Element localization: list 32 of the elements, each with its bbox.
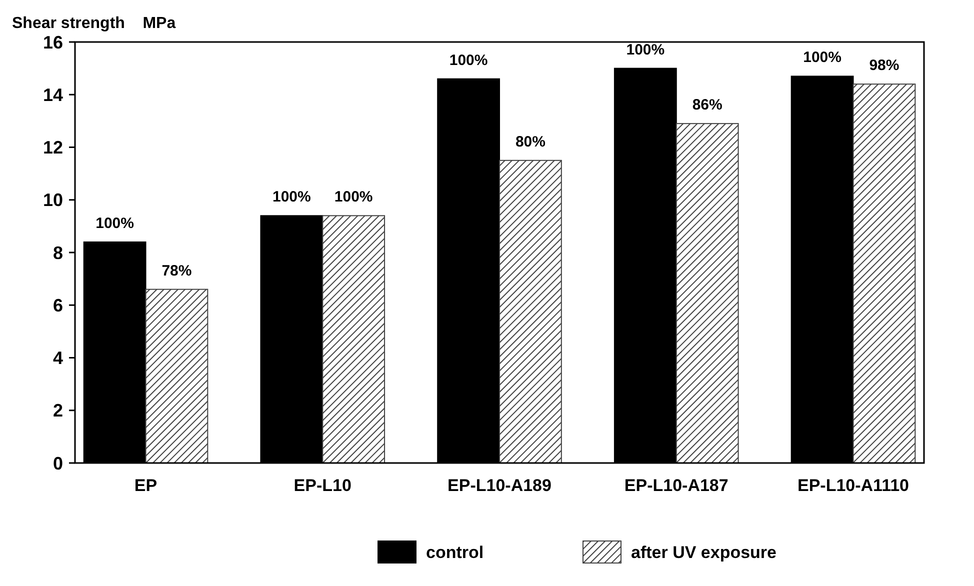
- y-tick-label: 12: [42, 138, 63, 158]
- annotation: 86%: [692, 96, 722, 114]
- x-tick-label: EP-L10: [294, 476, 352, 495]
- y-tick-label: 6: [52, 295, 63, 316]
- y-tick-label: 2: [52, 400, 63, 421]
- y-tick-label: 4: [52, 348, 63, 368]
- y-axis-title: Shear strength MPa: [12, 15, 176, 32]
- y-tick-label: 0: [52, 453, 63, 474]
- annotation: 100%: [803, 49, 842, 66]
- y-tick-label: 8: [52, 242, 63, 263]
- y-tick-label: 16: [42, 32, 63, 52]
- annotation: 100%: [96, 214, 134, 232]
- bar: [322, 215, 386, 464]
- bar: [676, 123, 739, 464]
- legend-label: control: [426, 543, 484, 562]
- annotation: 100%: [449, 52, 488, 69]
- bar: [852, 84, 916, 464]
- x-tick-label: EP-L10-A1110: [797, 476, 910, 495]
- annotation: 100%: [272, 188, 311, 206]
- annotation: 100%: [626, 41, 665, 58]
- annotation: 100%: [334, 188, 373, 206]
- y-tick-label: 10: [42, 190, 63, 210]
- x-tick-label: EP-L10-A187: [624, 476, 728, 495]
- bar: [499, 160, 562, 464]
- annotation: 98%: [869, 57, 900, 74]
- annotation: 78%: [162, 262, 192, 280]
- bar: [145, 288, 208, 464]
- y-tick-label: 14: [42, 84, 63, 105]
- x-tick-label: EP-L10-A189: [448, 476, 552, 495]
- legend-label: after UV exposure: [631, 543, 776, 562]
- x-tick-label: EP: [134, 476, 158, 495]
- annotation: 80%: [515, 133, 546, 150]
